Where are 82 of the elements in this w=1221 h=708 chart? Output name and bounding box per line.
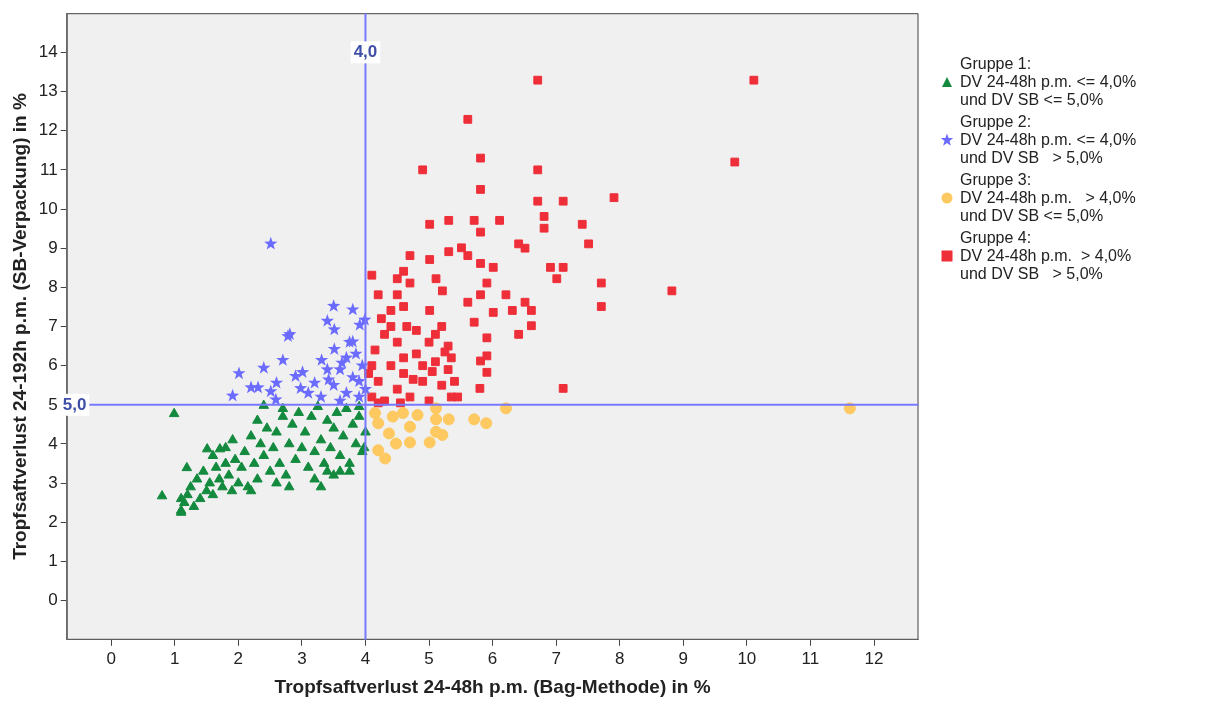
y-tick-label: 3 bbox=[48, 472, 58, 492]
x-tick-label: 6 bbox=[487, 648, 498, 668]
legend-label: Gruppe 3: DV 24-48h p.m. > 4,0% und DV SB <= 5,0% bbox=[960, 171, 1136, 226]
point bbox=[333, 362, 347, 376]
point bbox=[468, 413, 481, 426]
point bbox=[327, 299, 341, 312]
point bbox=[403, 420, 416, 433]
point bbox=[301, 386, 315, 399]
point bbox=[327, 378, 341, 391]
x-tick-label: 2 bbox=[233, 648, 244, 668]
point bbox=[339, 350, 354, 364]
point bbox=[403, 436, 416, 449]
y-tick-label: 0 bbox=[48, 590, 58, 610]
point bbox=[349, 346, 363, 360]
y-tick-label: 12 bbox=[38, 120, 58, 140]
point bbox=[327, 322, 341, 336]
point bbox=[295, 365, 310, 378]
point bbox=[307, 375, 322, 389]
y-tick-label: 1 bbox=[48, 551, 58, 571]
x-tick-label: 1 bbox=[170, 648, 180, 668]
point bbox=[314, 389, 328, 403]
x-tick-label: 11 bbox=[801, 648, 820, 668]
y-tick-label: 14 bbox=[38, 42, 58, 62]
y-tick-label: 4 bbox=[48, 433, 58, 453]
legend-label: Gruppe 4: DV 24-48h p.m. > 4,0% und DV SB > 5,0% bbox=[960, 229, 1132, 284]
x-tick-label: 12 bbox=[864, 648, 884, 668]
point bbox=[372, 417, 385, 430]
point bbox=[276, 353, 290, 366]
point bbox=[436, 428, 449, 441]
x-tick-label: 8 bbox=[615, 648, 625, 668]
point bbox=[339, 386, 354, 399]
x-tick-label: 5 bbox=[424, 648, 434, 668]
x-tick-label: 7 bbox=[551, 648, 561, 668]
y-axis-title: Tropfsaftverlust 24-192h p.m. (SB-Verpackung) in % bbox=[8, 93, 30, 560]
point bbox=[264, 384, 278, 398]
point bbox=[320, 362, 334, 376]
point bbox=[269, 375, 284, 389]
point bbox=[389, 437, 402, 450]
legend-label: Gruppe 2: DV 24-48h p.m. <= 4,0% und DV SB > 5,0% bbox=[960, 113, 1137, 168]
point bbox=[327, 342, 341, 355]
ref-line-label: 4,0 bbox=[353, 42, 378, 62]
x-tick-label: 10 bbox=[737, 648, 757, 668]
point bbox=[320, 314, 334, 327]
point bbox=[379, 452, 392, 465]
point bbox=[382, 427, 395, 440]
ref-line-label: 5,0 bbox=[62, 394, 87, 414]
y-tick-label: 11 bbox=[40, 159, 58, 179]
point bbox=[430, 413, 443, 426]
point bbox=[232, 366, 246, 380]
x-tick-label: 3 bbox=[297, 648, 307, 668]
x-axis-title: Tropfsaftverlust 24-48h p.m. (Bag-Methode) in % bbox=[274, 675, 711, 697]
point bbox=[353, 317, 367, 331]
point bbox=[369, 407, 382, 420]
point bbox=[411, 409, 424, 422]
point bbox=[314, 353, 329, 366]
point bbox=[423, 436, 436, 449]
y-tick-label: 7 bbox=[48, 316, 58, 336]
point bbox=[352, 389, 366, 403]
y-tick-label: 10 bbox=[38, 198, 58, 218]
y-tick-label: 6 bbox=[48, 355, 58, 375]
legend-label: Gruppe 1: DV 24-48h p.m. <= 4,0% und DV SB <= 5,0% bbox=[960, 55, 1137, 110]
point bbox=[293, 381, 308, 395]
x-tick-label: 9 bbox=[678, 648, 689, 668]
y-tick-label: 2 bbox=[48, 512, 58, 531]
x-tick-label: 4 bbox=[360, 648, 371, 668]
point bbox=[386, 410, 399, 423]
point bbox=[225, 388, 240, 402]
point bbox=[321, 372, 336, 386]
point bbox=[372, 444, 385, 457]
y-tick-label: 13 bbox=[38, 81, 58, 101]
point bbox=[396, 407, 409, 420]
point bbox=[480, 417, 493, 430]
y-tick-label: 5 bbox=[48, 394, 58, 414]
point bbox=[257, 361, 271, 374]
point bbox=[264, 236, 278, 250]
point bbox=[346, 302, 360, 316]
point bbox=[442, 413, 455, 426]
y-tick-label: 8 bbox=[48, 277, 58, 297]
x-tick-label: 0 bbox=[106, 648, 116, 668]
point bbox=[269, 392, 283, 406]
point bbox=[251, 380, 265, 394]
y-tick-label: 9 bbox=[48, 237, 58, 257]
